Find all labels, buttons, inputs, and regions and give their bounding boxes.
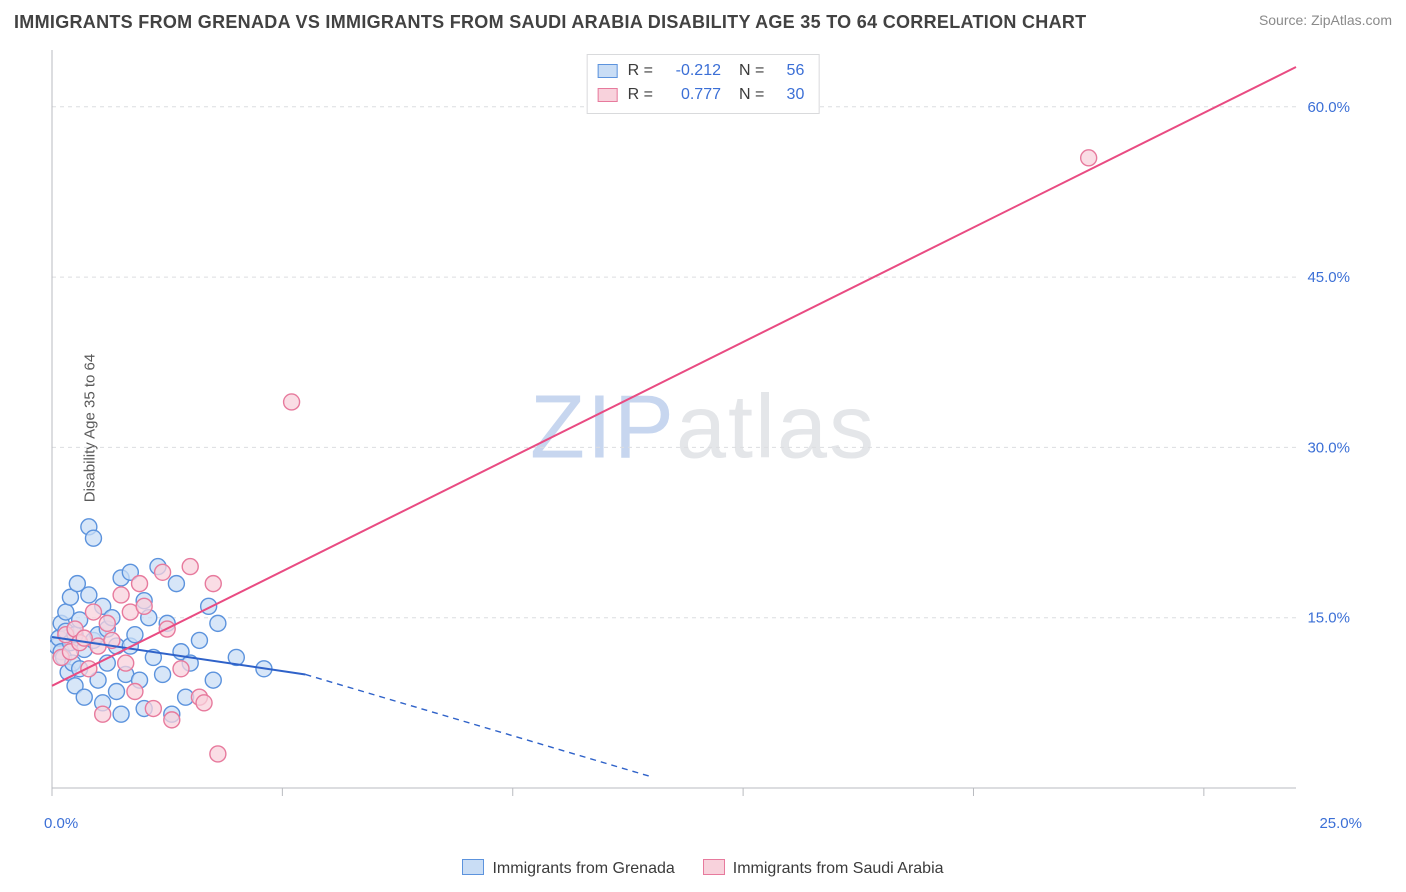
n-value-grenada: 56 <box>774 59 804 83</box>
swatch-icon <box>462 859 484 875</box>
legend-item-grenada: Immigrants from Grenada <box>462 859 674 878</box>
swatch-saudi <box>598 88 618 102</box>
legend-item-saudi: Immigrants from Saudi Arabia <box>703 859 944 878</box>
header: IMMIGRANTS FROM GRENADA VS IMMIGRANTS FR… <box>14 12 1392 33</box>
corr-row-grenada: R = -0.212 N = 56 <box>598 59 805 83</box>
corr-row-saudi: R = 0.777 N = 30 <box>598 83 805 107</box>
chart-title: IMMIGRANTS FROM GRENADA VS IMMIGRANTS FR… <box>14 12 1086 33</box>
r-value-grenada: -0.212 <box>663 59 721 83</box>
x-end-label: 25.0% <box>1319 815 1362 832</box>
svg-text:30.0%: 30.0% <box>1307 439 1350 456</box>
svg-text:15.0%: 15.0% <box>1307 610 1350 627</box>
plot-area: Disability Age 35 to 64 ZIPatlas 15.0%30… <box>50 48 1356 808</box>
x-origin-label: 0.0% <box>44 815 78 832</box>
swatch-icon <box>703 859 725 875</box>
bottom-legend: Immigrants from Grenada Immigrants from … <box>50 859 1356 878</box>
r-value-saudi: 0.777 <box>663 83 721 107</box>
n-value-saudi: 30 <box>774 83 804 107</box>
scatter-chart: 15.0% 30.0% 45.0% 60.0% <box>50 48 1356 808</box>
swatch-grenada <box>598 64 618 78</box>
correlation-legend: R = -0.212 N = 56 R = 0.777 N = 30 <box>587 54 820 114</box>
svg-text:45.0%: 45.0% <box>1307 269 1350 286</box>
svg-text:60.0%: 60.0% <box>1307 99 1350 116</box>
chart-source: Source: ZipAtlas.com <box>1259 12 1392 28</box>
